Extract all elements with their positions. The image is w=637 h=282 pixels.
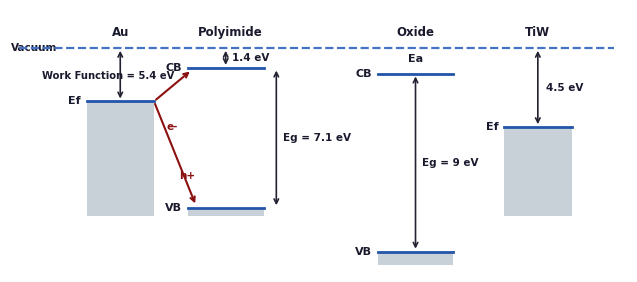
Bar — [188, 208, 264, 216]
Text: Ea: Ea — [408, 54, 423, 64]
Text: Work Function = 5.4 eV: Work Function = 5.4 eV — [42, 71, 174, 81]
Bar — [87, 101, 154, 216]
Text: h+: h+ — [179, 171, 196, 181]
Text: 4.5 eV: 4.5 eV — [547, 83, 583, 92]
Text: VB: VB — [355, 246, 371, 257]
Text: Eg = 7.1 eV: Eg = 7.1 eV — [283, 133, 351, 143]
Text: Oxide: Oxide — [396, 26, 434, 39]
Text: Au: Au — [111, 26, 129, 39]
Text: Vacuum: Vacuum — [11, 43, 57, 53]
Text: CB: CB — [355, 69, 371, 79]
Text: Ef: Ef — [68, 96, 81, 106]
Text: Eg = 9 eV: Eg = 9 eV — [422, 158, 479, 168]
Text: TiW: TiW — [526, 26, 550, 39]
Text: 1.4 eV: 1.4 eV — [233, 53, 270, 63]
Bar — [504, 127, 571, 216]
Bar — [378, 252, 454, 265]
Text: e-: e- — [167, 122, 178, 132]
Text: Polyimide: Polyimide — [197, 26, 262, 39]
Text: VB: VB — [165, 203, 182, 213]
Text: Ef: Ef — [485, 122, 498, 132]
Text: CB: CB — [166, 63, 182, 73]
